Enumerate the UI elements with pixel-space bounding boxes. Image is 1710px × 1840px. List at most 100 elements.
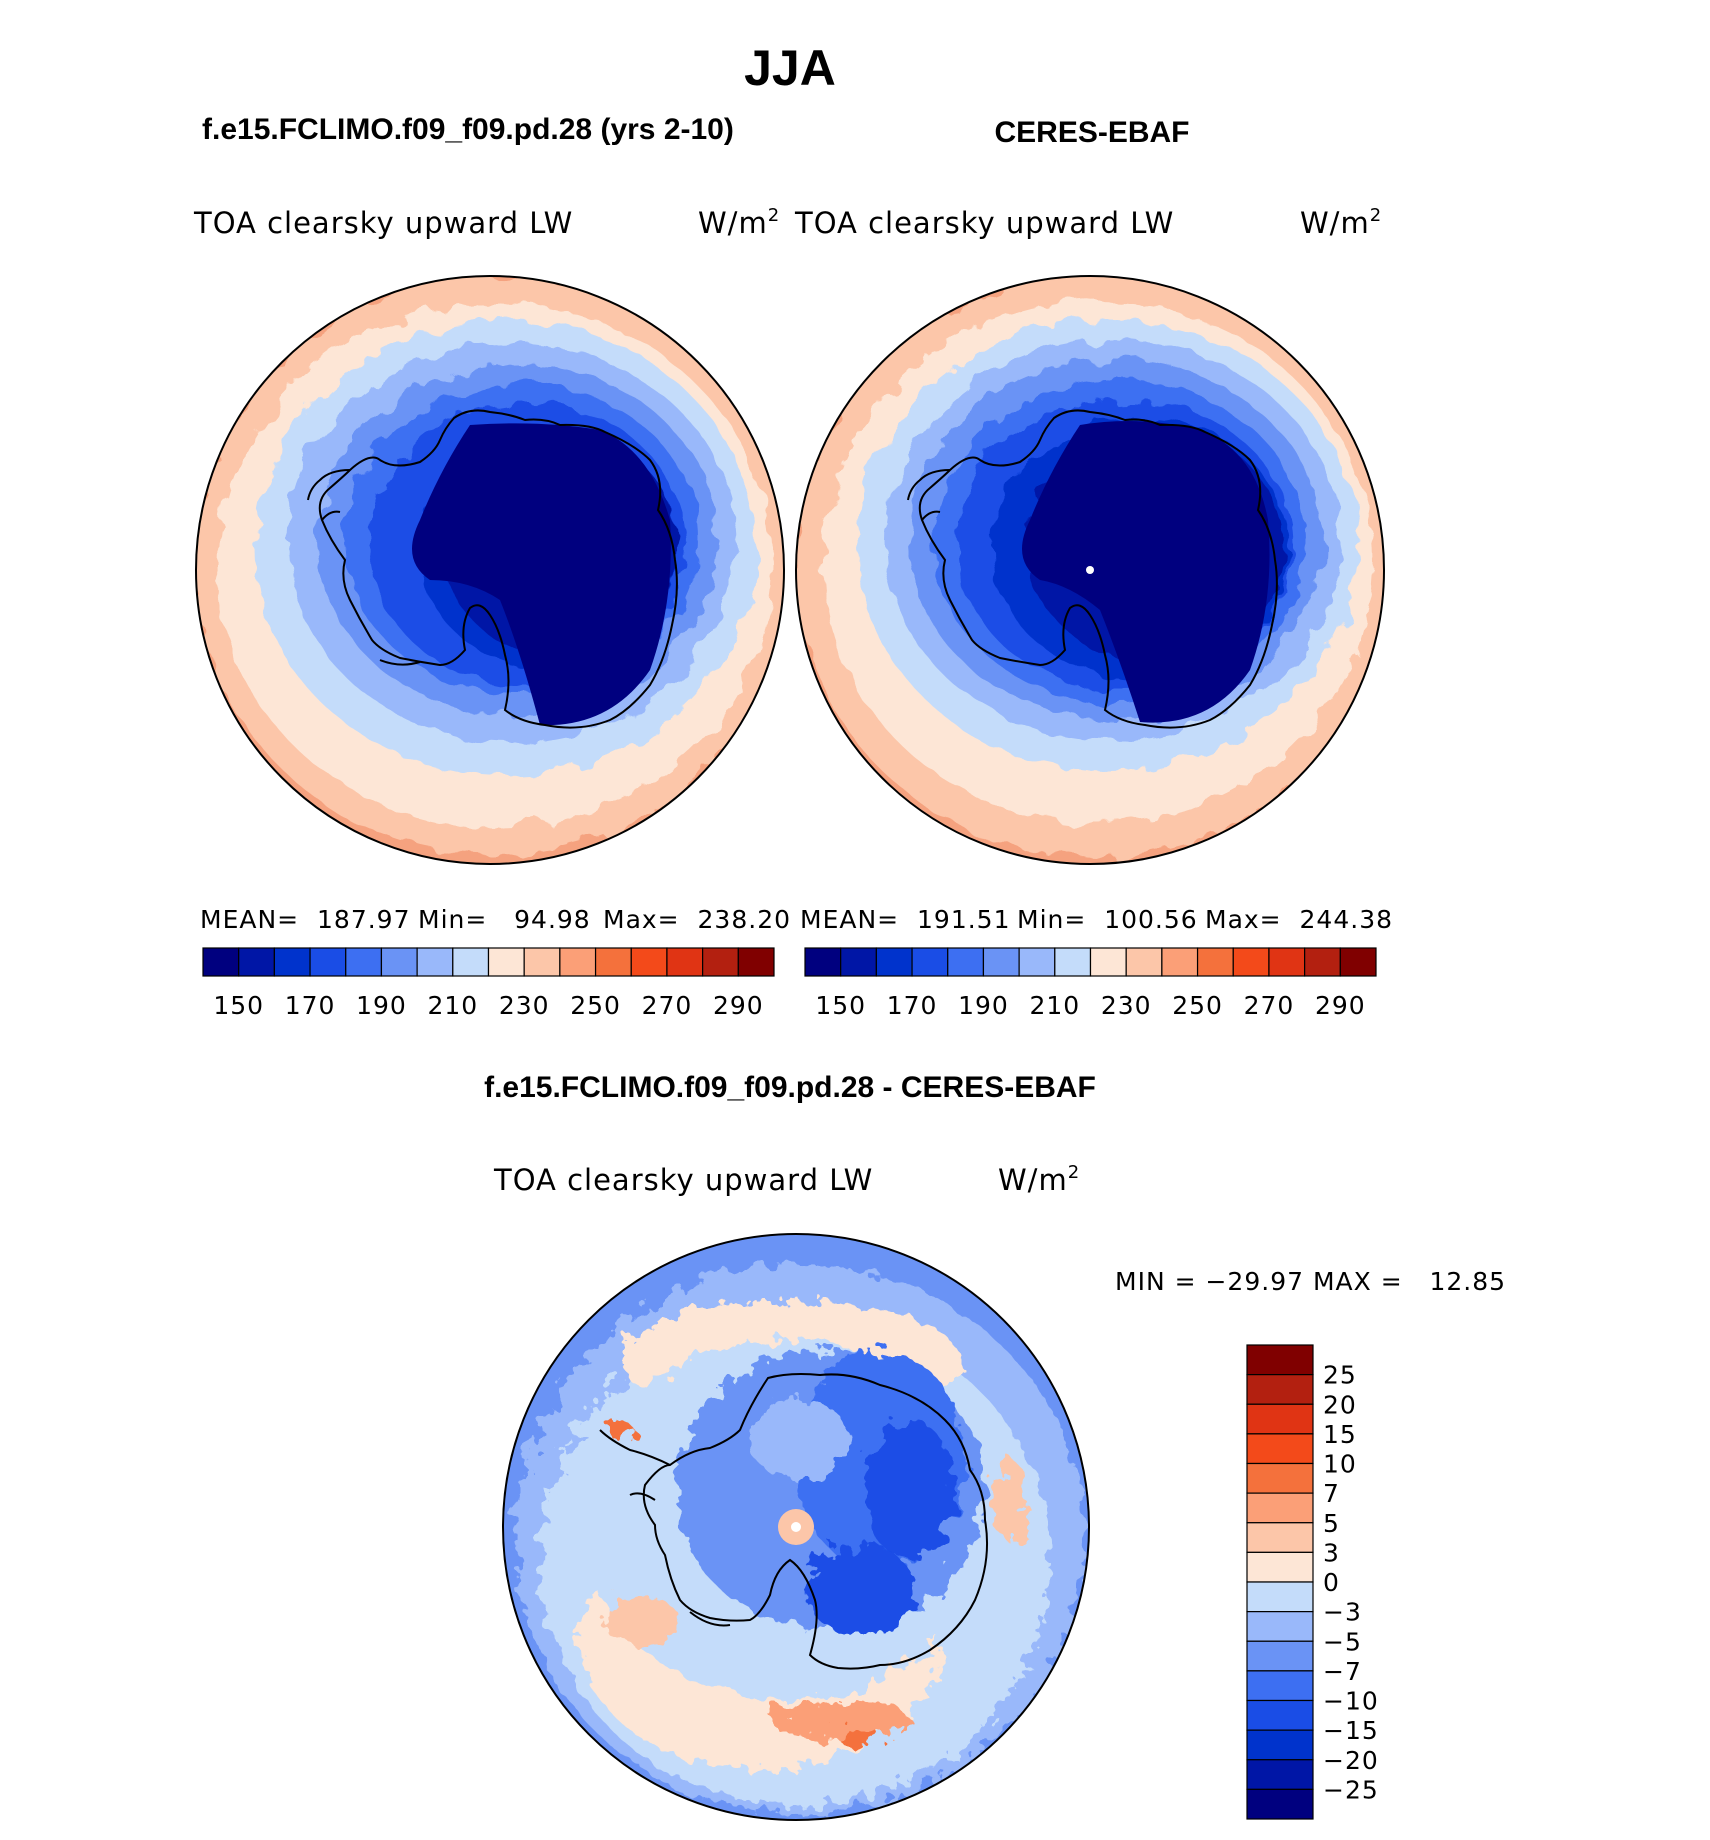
diff-colorbar-swatch [1246, 1581, 1314, 1613]
obs-colorbar-swatch [840, 947, 877, 977]
diff-polar-map [503, 1234, 1089, 1820]
model-mean: MEAN= 187.97 [200, 905, 411, 934]
obs-colorbar-tick-label: 190 [958, 991, 1009, 1020]
diff-colorbar-swatch [1246, 1403, 1314, 1435]
obs-variable-label: TOA clearsky upward LW [794, 206, 1174, 240]
obs-colorbar-tick-label: 270 [1244, 991, 1295, 1020]
diff-colorbar-tick-label: 5 [1323, 1509, 1340, 1538]
obs-max: Max= 244.38 [1205, 905, 1393, 934]
model-colorbar-tick-label: 270 [642, 991, 693, 1020]
diff-map-border [502, 1233, 1090, 1821]
obs-colorbar-swatch [1161, 947, 1199, 977]
obs-colorbar-swatch [1196, 947, 1234, 977]
obs-colorbar-tick-label: 250 [1172, 991, 1223, 1020]
diff-colorbar-swatch [1246, 1670, 1314, 1702]
obs-colorbar-swatch [982, 947, 1020, 977]
model-colorbar-tick-label: 190 [356, 991, 407, 1020]
obs-colorbar-swatch [1089, 947, 1127, 977]
obs-colorbar-swatch [1125, 947, 1163, 977]
model-colorbar-swatch [273, 947, 311, 977]
diff-colorbar-tick-label: −5 [1323, 1627, 1362, 1656]
model-colorbar-swatch [452, 947, 490, 977]
diff-units-label: W/m2 [998, 1162, 1080, 1197]
model-variable-label: TOA clearsky upward LW [193, 206, 573, 240]
obs-colorbar-tick-label: 230 [1101, 991, 1152, 1020]
obs-colorbar-tick-label: 170 [887, 991, 938, 1020]
diff-colorbar-tick-label: 25 [1323, 1361, 1357, 1390]
diff-colorbar-swatch [1246, 1462, 1314, 1494]
diff-colorbar-swatch [1246, 1699, 1314, 1731]
diff-colorbar-tick-label: 20 [1323, 1390, 1357, 1419]
model-colorbar-swatch [416, 947, 454, 977]
obs-units-label: W/m2 [1300, 205, 1382, 240]
diff-colorbar-swatch [1246, 1374, 1314, 1405]
obs-colorbar-swatch [804, 947, 842, 977]
obs-colorbar-swatch [875, 947, 913, 977]
model-colorbar-swatch [702, 947, 739, 977]
right-case-title: CERES-EBAF [994, 116, 1189, 149]
model-colorbar-swatch [559, 947, 597, 977]
model-colorbar-swatch [309, 947, 347, 977]
diff-colorbar-swatch [1246, 1729, 1314, 1761]
model-colorbar-swatch [345, 947, 383, 977]
obs-colorbar-tick-label: 210 [1029, 991, 1080, 1020]
model-colorbar-swatch [380, 947, 418, 977]
obs-colorbar-swatch [1339, 947, 1377, 977]
diff-colorbar-swatch [1246, 1640, 1314, 1672]
obs-colorbar-swatch [947, 947, 985, 977]
diff-colorbar-swatch [1246, 1611, 1314, 1642]
diff-colorbar-tick-label: −3 [1323, 1598, 1362, 1627]
diff-colorbar-tick-label: 15 [1323, 1420, 1357, 1449]
obs-colorbar-swatch [1268, 947, 1306, 977]
model-colorbar-tick-label: 250 [570, 991, 621, 1020]
model-colorbar-swatch [630, 947, 668, 977]
model-max: Max= 238.20 [603, 905, 791, 934]
coastline [907, 409, 1278, 729]
obs-polar-map [796, 276, 1384, 864]
model-colorbar-swatch [666, 947, 704, 977]
coastline [307, 409, 678, 729]
obs-colorbar-tick-label: 150 [815, 991, 866, 1020]
coastline [599, 1373, 989, 1670]
diff-colorbar-swatch [1246, 1492, 1314, 1524]
diff-minmax: MIN = −29.97 MAX = 12.85 [1115, 1267, 1506, 1296]
diff-variable-label: TOA clearsky upward LW [493, 1163, 873, 1197]
diff-colorbar-tick-label: −15 [1323, 1716, 1379, 1745]
model-colorbar-tick-label: 230 [499, 991, 550, 1020]
obs-colorbar-swatch [1232, 947, 1270, 977]
diff-colorbar-swatch [1246, 1522, 1314, 1553]
left-case-title: f.e15.FCLIMO.f09_f09.pd.28 (yrs 2-10) [202, 113, 734, 146]
diff-colorbar-tick-label: −25 [1323, 1775, 1379, 1804]
obs-colorbar-tick-label: 290 [1315, 991, 1366, 1020]
diff-colorbar-swatch [1246, 1433, 1314, 1465]
obs-map-border [795, 275, 1385, 865]
model-polar-map [196, 276, 784, 864]
model-colorbar-swatch [737, 947, 775, 977]
diff-colorbar-tick-label: −20 [1323, 1746, 1379, 1775]
diff-colorbar-tick-label: 10 [1323, 1450, 1357, 1479]
diff-colorbar-tick-label: −7 [1323, 1657, 1362, 1686]
model-colorbar-swatch [594, 947, 632, 977]
model-colorbar-swatch [202, 947, 240, 977]
obs-colorbar-swatch [911, 947, 949, 977]
model-colorbar-tick-label: 170 [285, 991, 336, 1020]
model-colorbar-swatch [238, 947, 275, 977]
diff-colorbar-tick-label: −10 [1323, 1687, 1379, 1716]
model-colorbar-tick-label: 150 [213, 991, 264, 1020]
obs-colorbar: 150 170 190 210 230 250 270 290 [804, 947, 1377, 1020]
model-colorbar: 150 170 190 210 230 250 270 290 [202, 947, 775, 1020]
obs-min: Min= 100.56 [1017, 905, 1198, 934]
model-min: Min= 94.98 [418, 905, 591, 934]
diff-colorbar-tick-label: 7 [1323, 1479, 1340, 1508]
diff-colorbar-tick-label: 0 [1323, 1568, 1340, 1597]
diff-colorbar-tick-label: 3 [1323, 1538, 1340, 1567]
diff-case-title: f.e15.FCLIMO.f09_f09.pd.28 - CERES-EBAF [484, 1071, 1096, 1104]
obs-colorbar-swatch [1054, 947, 1092, 977]
diff-colorbar-swatch [1246, 1759, 1314, 1790]
obs-colorbar-swatch [1018, 947, 1056, 977]
season-title: JJA [744, 40, 836, 96]
obs-mean: MEAN= 191.51 [800, 905, 1011, 934]
diff-colorbar-swatch [1246, 1551, 1314, 1583]
